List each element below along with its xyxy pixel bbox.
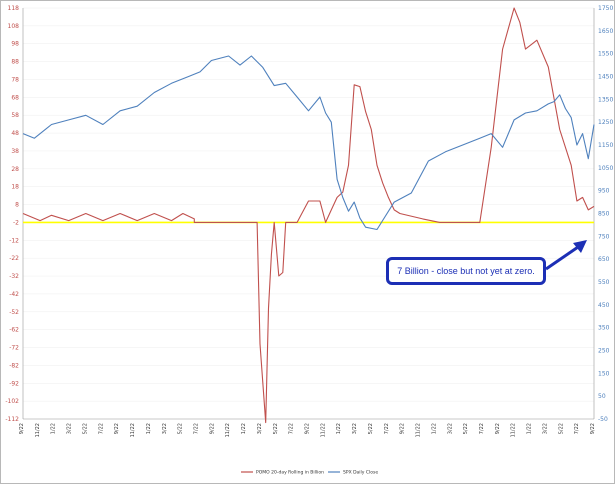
x-tick-label: 5/22 bbox=[82, 423, 88, 434]
right-tick-label: -50 bbox=[598, 416, 608, 423]
right-tick-label: 1250 bbox=[598, 119, 613, 126]
left-tick-label: 78 bbox=[11, 76, 19, 83]
x-tick-label: 1/22 bbox=[527, 423, 533, 434]
series-layer bbox=[22, 7, 595, 424]
x-tick-label: 1/22 bbox=[146, 423, 152, 434]
spx-series-line bbox=[22, 55, 595, 231]
left-tick-label: -52 bbox=[9, 309, 19, 316]
right-tick-label: 1750 bbox=[598, 5, 613, 12]
x-tick-label: 11/22 bbox=[225, 423, 231, 437]
left-axis-ticks: 118 108 98 88 78 68 58 48 38 28 18 8 -2 -12 -22 -32 -42 -… bbox=[5, 5, 19, 423]
left-tick-label: 68 bbox=[11, 94, 19, 101]
x-tick-label: 5/22 bbox=[273, 423, 279, 434]
right-tick-label: 1050 bbox=[598, 165, 613, 172]
left-tick-label: -92 bbox=[9, 380, 19, 387]
x-tick-label: 3/22 bbox=[447, 423, 453, 434]
x-tick-label: 3/22 bbox=[257, 423, 263, 434]
x-tick-label: 3/22 bbox=[542, 423, 548, 434]
x-tick-label: 9/22 bbox=[209, 423, 215, 434]
x-tick-label: 5/22 bbox=[558, 423, 564, 434]
x-tick-label: 9/22 bbox=[19, 423, 25, 434]
x-tick-label: 5/22 bbox=[178, 423, 184, 434]
gridlines bbox=[22, 7, 595, 420]
x-tick-label: 7/22 bbox=[193, 423, 199, 434]
right-tick-label: 1450 bbox=[598, 74, 613, 81]
right-tick-label: 850 bbox=[598, 211, 610, 218]
left-tick-label: -42 bbox=[9, 291, 19, 298]
left-tick-label: 98 bbox=[11, 41, 19, 48]
x-tick-label: 7/22 bbox=[289, 423, 295, 434]
left-tick-label: -82 bbox=[9, 362, 19, 369]
x-tick-label: 7/22 bbox=[479, 423, 485, 434]
x-tick-label: 1/22 bbox=[51, 423, 57, 434]
left-tick-label: 48 bbox=[11, 130, 19, 137]
left-tick-label: 8 bbox=[15, 202, 19, 209]
left-tick-label: 38 bbox=[11, 148, 19, 155]
left-tick-label: 18 bbox=[11, 184, 19, 191]
left-tick-label: -22 bbox=[9, 255, 19, 262]
left-tick-label: 108 bbox=[8, 23, 20, 30]
left-tick-label: -112 bbox=[5, 416, 19, 423]
right-tick-label: 150 bbox=[598, 370, 610, 377]
right-tick-label: 250 bbox=[598, 348, 610, 355]
x-axis-ticks: 9/22 11/22 1/22 3/22 5/22 7/22 9/22 11/22 1/22 3/… bbox=[19, 423, 596, 437]
right-tick-label: 950 bbox=[598, 188, 610, 195]
x-tick-label: 7/22 bbox=[98, 423, 104, 434]
x-tick-label: 9/22 bbox=[495, 423, 501, 434]
left-tick-label: 118 bbox=[8, 5, 20, 12]
right-tick-label: 750 bbox=[598, 233, 610, 240]
left-tick-label: -62 bbox=[9, 327, 19, 334]
x-tick-label: 3/22 bbox=[352, 423, 358, 434]
x-tick-label: 11/22 bbox=[130, 423, 136, 437]
x-tick-label: 11/22 bbox=[416, 423, 422, 437]
left-tick-label: 58 bbox=[11, 112, 19, 119]
annotation-callout: 7 Billion - close but not yet at zero. bbox=[386, 257, 546, 285]
left-tick-label: -32 bbox=[9, 273, 19, 280]
right-tick-label: 650 bbox=[598, 256, 610, 263]
x-tick-label: 9/22 bbox=[590, 423, 596, 434]
right-axis-ticks: 1750 1650 1550 1450 1350 1250 1150 1050 950 850 75… bbox=[598, 5, 613, 423]
legend-label: POMO 20-day Rolling in Billion bbox=[256, 470, 324, 476]
x-tick-label: 9/22 bbox=[305, 423, 311, 434]
x-tick-label: 11/22 bbox=[320, 423, 326, 437]
right-tick-label: 1650 bbox=[598, 28, 613, 35]
right-tick-label: 350 bbox=[598, 325, 610, 332]
left-tick-label: -102 bbox=[5, 398, 19, 405]
x-tick-label: 5/22 bbox=[368, 423, 374, 434]
x-tick-label: 3/22 bbox=[162, 423, 168, 434]
left-tick-label: -2 bbox=[13, 219, 19, 226]
arrow-head bbox=[573, 240, 587, 253]
x-tick-label: 7/22 bbox=[574, 423, 580, 434]
x-tick-label: 5/22 bbox=[463, 423, 469, 434]
right-tick-label: 1350 bbox=[598, 96, 613, 103]
callout-arrow bbox=[545, 240, 587, 271]
pomo-series-line bbox=[22, 7, 595, 424]
x-tick-label: 11/22 bbox=[511, 423, 517, 437]
left-tick-label: 88 bbox=[11, 59, 19, 66]
left-tick-label: -12 bbox=[9, 237, 19, 244]
left-tick-label: -72 bbox=[9, 345, 19, 352]
right-tick-label: 1550 bbox=[598, 51, 613, 58]
legend: POMO 20-day Rolling in Billion SPX Daily … bbox=[241, 470, 378, 476]
x-tick-label: 11/22 bbox=[35, 423, 41, 437]
x-tick-label: 9/22 bbox=[400, 423, 406, 434]
right-tick-label: 550 bbox=[598, 279, 610, 286]
x-tick-label: 1/22 bbox=[431, 423, 437, 434]
right-tick-label: 450 bbox=[598, 302, 610, 309]
right-tick-label: 50 bbox=[598, 393, 606, 400]
right-tick-label: 1150 bbox=[598, 142, 613, 149]
x-tick-label: 9/22 bbox=[114, 423, 120, 434]
x-tick-label: 7/22 bbox=[384, 423, 390, 434]
x-tick-label: 3/22 bbox=[67, 423, 73, 434]
legend-label: SPX Daily Close bbox=[343, 470, 378, 476]
x-tick-label: 1/22 bbox=[241, 423, 247, 434]
x-tick-label: 1/22 bbox=[336, 423, 342, 434]
left-tick-label: 28 bbox=[11, 166, 19, 173]
arrow-shaft bbox=[545, 243, 582, 271]
